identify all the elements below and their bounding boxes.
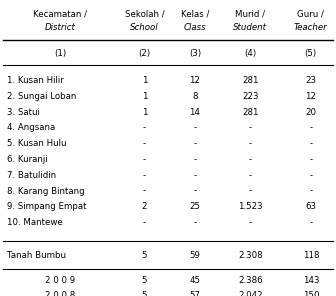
Text: 10. Mantewe: 10. Mantewe [7,218,62,227]
Text: 25: 25 [190,202,200,211]
Text: 12: 12 [190,76,200,85]
Text: 1. Kusan Hilir: 1. Kusan Hilir [7,76,64,85]
Text: Murid /: Murid / [235,9,265,18]
Text: Kecamatan /: Kecamatan / [34,9,87,18]
Text: 4. Angsana: 4. Angsana [7,123,55,132]
Text: -: - [249,171,252,180]
Text: 8. Karang Bintang: 8. Karang Bintang [7,186,84,196]
Text: 2: 2 [142,202,147,211]
Text: Guru /: Guru / [297,9,324,18]
Text: (3): (3) [189,49,201,58]
Text: -: - [309,155,312,164]
Text: (2): (2) [138,49,151,58]
Text: 1: 1 [142,76,147,85]
Text: 5. Kusan Hulu: 5. Kusan Hulu [7,139,66,148]
Text: 143: 143 [302,276,319,285]
Text: Teacher: Teacher [294,23,328,32]
Text: -: - [193,218,197,227]
Text: 45: 45 [190,276,200,285]
Text: 2. Sungai Loban: 2. Sungai Loban [7,92,76,101]
Text: Sekolah /: Sekolah / [125,9,164,18]
Text: -: - [309,123,312,132]
Text: -: - [143,186,146,196]
Text: 223: 223 [242,92,259,101]
Text: -: - [249,123,252,132]
Text: 118: 118 [302,251,319,260]
Text: -: - [193,123,197,132]
Text: 2 0 0 8: 2 0 0 8 [45,291,76,296]
Text: 7. Batulidin: 7. Batulidin [7,171,56,180]
Text: (5): (5) [305,49,317,58]
Text: 5: 5 [142,291,147,296]
Text: 5: 5 [142,276,147,285]
Text: 8: 8 [192,92,198,101]
Text: -: - [249,186,252,196]
Text: -: - [143,155,146,164]
Text: -: - [309,171,312,180]
Text: 2.042: 2.042 [238,291,263,296]
Text: 3. Satui: 3. Satui [7,107,40,117]
Text: 57: 57 [190,291,200,296]
Text: Kelas /: Kelas / [181,9,209,18]
Text: -: - [309,218,312,227]
Text: 281: 281 [242,107,259,117]
Text: -: - [249,155,252,164]
Text: District: District [45,23,76,32]
Text: -: - [193,171,197,180]
Text: (4): (4) [244,49,256,58]
Text: Class: Class [183,23,206,32]
Text: 150: 150 [302,291,319,296]
Text: 5: 5 [142,251,147,260]
Text: 1.523: 1.523 [238,202,263,211]
Text: 2.308: 2.308 [238,251,263,260]
Text: -: - [143,139,146,148]
Text: 20: 20 [305,107,316,117]
Text: -: - [143,123,146,132]
Text: 9. Simpang Empat: 9. Simpang Empat [7,202,86,211]
Text: -: - [309,186,312,196]
Text: 2 0 0 9: 2 0 0 9 [45,276,76,285]
Text: -: - [193,155,197,164]
Text: -: - [143,218,146,227]
Text: 23: 23 [305,76,316,85]
Text: Student: Student [233,23,267,32]
Text: 59: 59 [190,251,200,260]
Text: (1): (1) [54,49,67,58]
Text: -: - [193,139,197,148]
Text: -: - [309,139,312,148]
Text: -: - [249,218,252,227]
Text: 1: 1 [142,107,147,117]
Text: 14: 14 [190,107,200,117]
Text: Tanah Bumbu: Tanah Bumbu [7,251,66,260]
Text: 281: 281 [242,76,259,85]
Text: 63: 63 [305,202,316,211]
Text: -: - [249,139,252,148]
Text: 2.386: 2.386 [238,276,263,285]
Text: 12: 12 [305,92,316,101]
Text: -: - [143,171,146,180]
Text: 1: 1 [142,92,147,101]
Text: 6. Kuranji: 6. Kuranji [7,155,47,164]
Text: -: - [193,186,197,196]
Text: School: School [130,23,159,32]
